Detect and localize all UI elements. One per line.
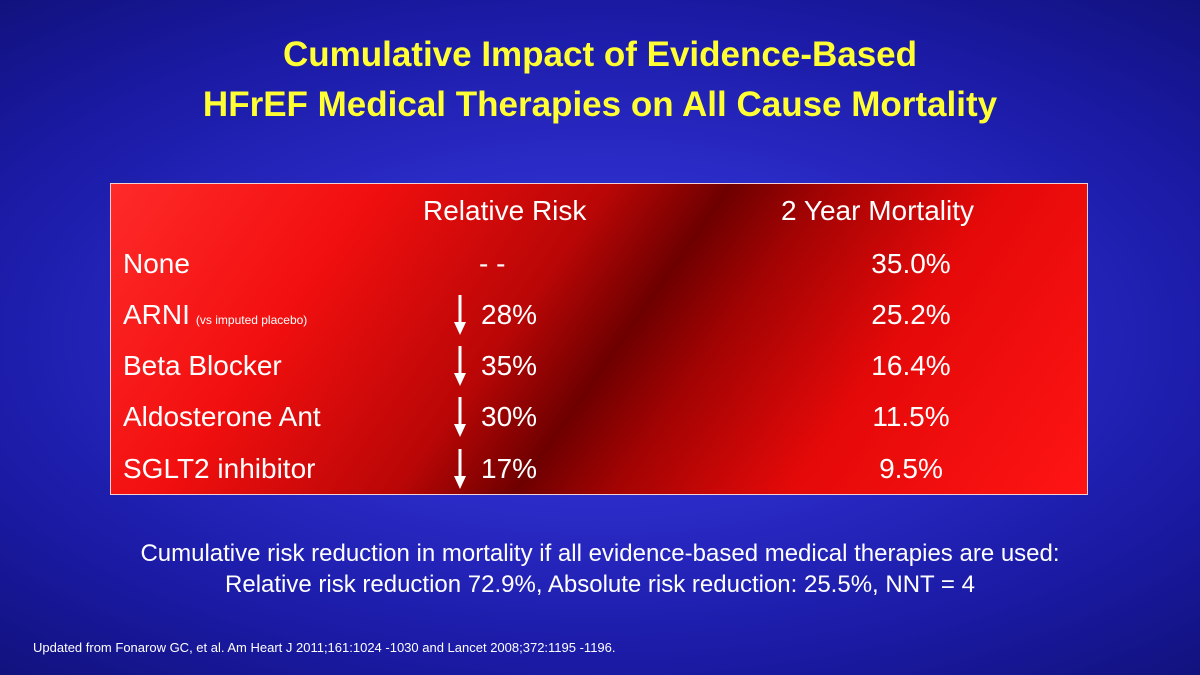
- row-label-note: (vs imputed placebo): [195, 313, 308, 327]
- relative-risk-value: 35%: [481, 350, 538, 381]
- slide-title-line-1: Cumulative Impact of Evidence-Based: [282, 35, 918, 74]
- mortality-value: 35.0%: [871, 248, 951, 279]
- row-label: Aldosterone Ant: [123, 401, 321, 432]
- mortality-value: 25.2%: [871, 299, 951, 330]
- down-arrow-icon: [454, 295, 466, 335]
- mortality-value: 16.4%: [871, 350, 951, 381]
- slide-title: Cumulative Impact of Evidence-Based HFrE…: [0, 30, 1200, 130]
- mortality-value: 11.5%: [872, 401, 950, 432]
- summary-text: Cumulative risk reduction in mortality i…: [0, 538, 1200, 600]
- row-label: ARNI (vs imputed placebo): [123, 298, 307, 337]
- row-label: SGLT2 inhibitor: [123, 453, 316, 484]
- mortality-value: 9.5%: [879, 453, 943, 484]
- relative-risk-value: - -: [479, 248, 506, 279]
- citation-footnote: Updated from Fonarow GC, et al. Am Heart…: [33, 640, 616, 655]
- header-relative-risk: Relative Risk: [423, 195, 587, 226]
- row-label: None: [123, 248, 190, 279]
- relative-risk-value: 17%: [481, 453, 538, 484]
- down-arrow-icon: [454, 346, 466, 386]
- summary-line-2: Relative risk reduction 72.9%, Absolute …: [225, 571, 975, 598]
- summary-line-1: Cumulative risk reduction in mortality i…: [140, 540, 1060, 567]
- header-2-year-mortality: 2 Year Mortality: [781, 195, 974, 226]
- slide-title-line-2: HFrEF Medical Therapies on All Cause Mor…: [202, 85, 998, 124]
- therapy-table: Relative Risk 2 Year Mortality None - - …: [110, 183, 1088, 495]
- down-arrow-icon: [454, 397, 466, 437]
- relative-risk-value: 30%: [481, 401, 538, 432]
- row-label-text: ARNI: [123, 299, 190, 330]
- row-label: Beta Blocker: [123, 350, 282, 381]
- down-arrow-icon: [454, 449, 466, 489]
- relative-risk-value: 28%: [481, 299, 538, 330]
